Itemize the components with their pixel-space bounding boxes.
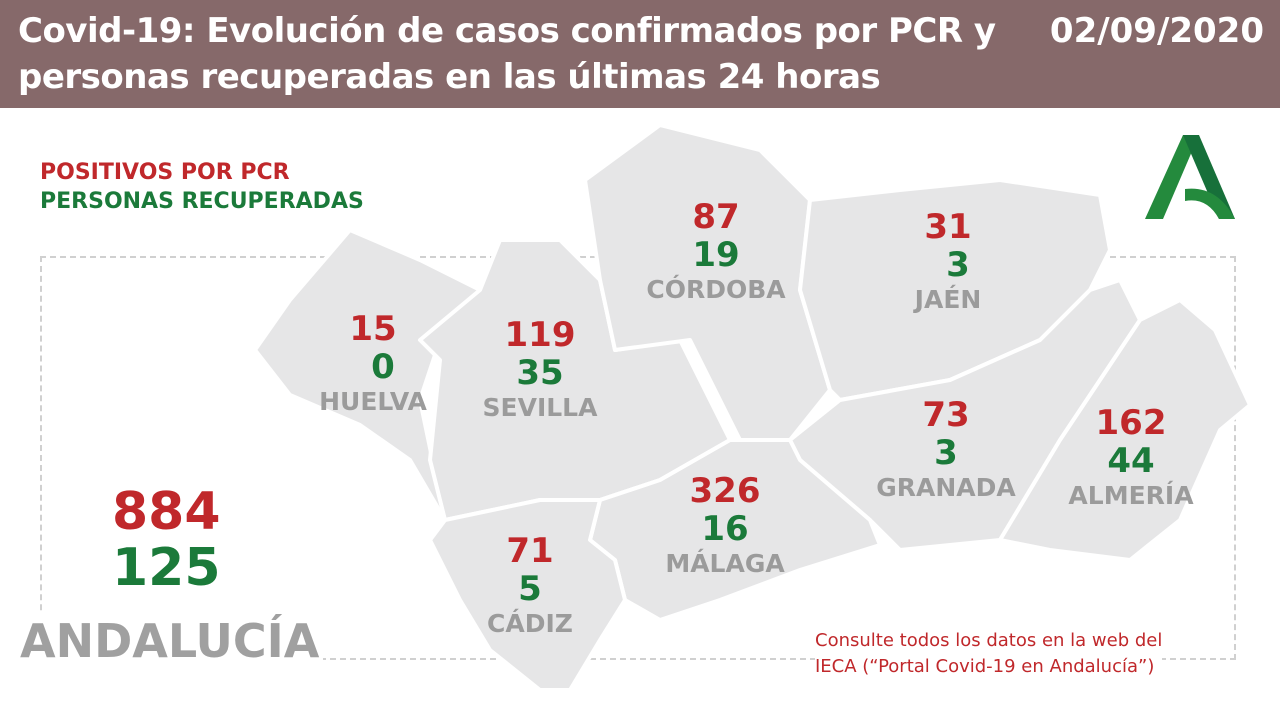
province-sevilla: 119 35 SEVILLA <box>483 316 598 424</box>
positive-count: 71 <box>506 531 554 571</box>
recovered-count: 3 <box>946 245 970 285</box>
header-bar: Covid-19: Evolución de casos confirmados… <box>0 0 1280 108</box>
recovered-count: 16 <box>701 509 749 549</box>
province-cordoba: 87 19 CÓRDOBA <box>646 198 785 306</box>
positive-count: 326 <box>689 471 761 511</box>
total-positive: 884 <box>112 482 221 542</box>
recovered-count: 5 <box>518 569 542 609</box>
recovered-count: 44 <box>1107 441 1155 481</box>
junta-de-andalucia-logo <box>1145 135 1237 225</box>
recovered-count: 19 <box>692 235 740 275</box>
province-name: CÓRDOBA <box>646 275 786 304</box>
province-name: CÁDIZ <box>487 609 573 638</box>
province-name: JAÉN <box>914 285 982 314</box>
positive-count: 73 <box>922 395 970 435</box>
recovered-count: 3 <box>934 433 958 473</box>
legend-recovered: PERSONAS RECUPERADAS <box>40 189 364 214</box>
province-cadiz-shape <box>428 498 627 692</box>
page-title: Covid-19: Evolución de casos confirmados… <box>18 11 996 97</box>
province-granada: 73 3 GRANADA <box>876 396 1016 504</box>
province-almeria-shape <box>998 298 1252 562</box>
positive-count: 31 <box>924 207 972 247</box>
recovered-count: 0 <box>371 347 395 387</box>
total-recovered: 125 <box>112 538 221 598</box>
province-malaga: 326 16 MÁLAGA <box>665 472 784 580</box>
legend: POSITIVOS POR PCR PERSONAS RECUPERADAS <box>40 158 364 216</box>
date: 02/09/2020 <box>1049 11 1264 51</box>
province-huelva: 15 0 HUELVA <box>319 310 427 418</box>
province-name: ALMERÍA <box>1068 481 1194 510</box>
legend-positive: POSITIVOS POR PCR <box>40 160 290 185</box>
positive-count: 87 <box>692 197 740 237</box>
source-note-line2: IECA (“Portal Covid-19 en Andalucía”) <box>815 656 1155 677</box>
province-name: GRANADA <box>876 473 1016 502</box>
province-name: MÁLAGA <box>665 549 785 578</box>
province-almeria: 162 44 ALMERÍA <box>1068 404 1193 512</box>
province-huelva-shape <box>253 228 482 522</box>
province-cadiz: 71 5 CÁDIZ <box>487 532 573 640</box>
total-counts: 884 125 <box>112 484 221 596</box>
positive-count: 162 <box>1095 403 1167 443</box>
province-jaen: 31 3 JAÉN <box>915 208 982 316</box>
province-cordoba-shape <box>583 123 832 442</box>
province-name: HUELVA <box>319 387 427 416</box>
region-name: ANDALUCÍA <box>16 614 324 668</box>
source-note: Consulte todos los datos en la web del I… <box>815 628 1163 680</box>
province-name: SEVILLA <box>482 393 598 422</box>
recovered-count: 35 <box>516 353 564 393</box>
source-note-line1: Consulte todos los datos en la web del <box>815 630 1163 651</box>
positive-count: 15 <box>349 309 397 349</box>
positive-count: 119 <box>504 315 576 355</box>
